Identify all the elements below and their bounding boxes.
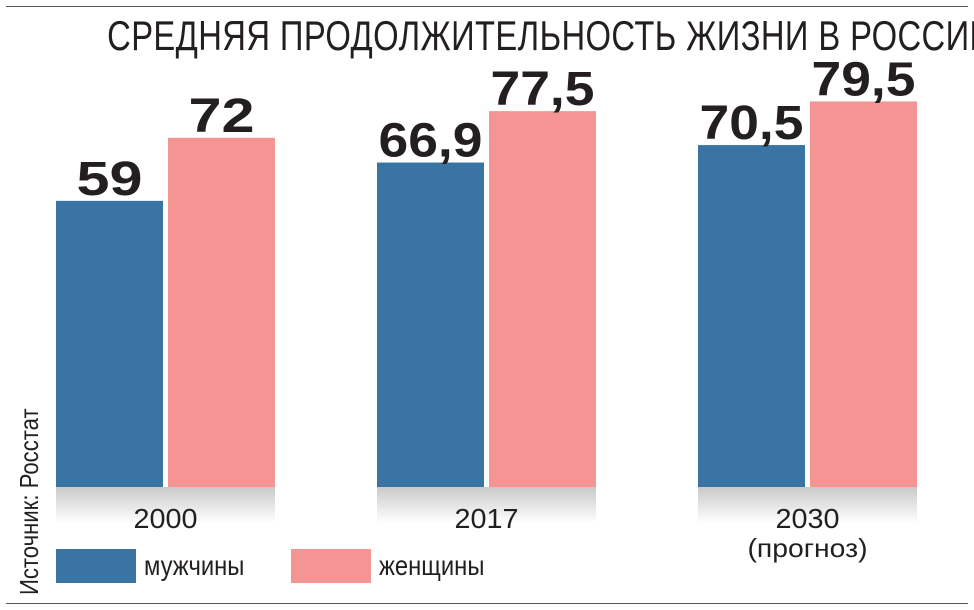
- value-label-women-2000: 72: [189, 90, 255, 143]
- bar-women-2030: [810, 101, 917, 488]
- category-note-2030: (прогноз): [748, 533, 868, 563]
- legend-label-women: женщины: [379, 550, 485, 581]
- value-label-women-2017: 77,5: [491, 63, 595, 116]
- value-label-men-2017: 66,9: [379, 115, 483, 168]
- chart-title: СРЕДНЯЯ ПРОДОЛЖИТЕЛЬНОСТЬ ЖИЗНИ В РОССИИ: [107, 12, 974, 59]
- category-band-2030: [698, 487, 917, 523]
- bar-women-2017: [489, 111, 596, 487]
- category-label-2030: 2030: [776, 503, 840, 534]
- category-label-2017: 2017: [455, 503, 519, 534]
- value-label-men-2030: 70,5: [700, 97, 804, 150]
- legend-label-men: мужчины: [144, 550, 245, 581]
- legend-item-men: мужчины: [56, 549, 262, 583]
- category-label-2000: 2000: [134, 503, 198, 534]
- legend-swatch-women: [291, 549, 371, 583]
- value-label-women-2030: 79,5: [812, 53, 916, 106]
- legend-item-women: женщины: [291, 549, 503, 583]
- category-band-2000: [56, 487, 275, 523]
- bar-women-2000: [168, 137, 275, 488]
- top-rule: [6, 6, 968, 7]
- value-label-men-2000: 59: [77, 153, 143, 206]
- category-band-2017: [377, 487, 596, 523]
- bar-men-2017: [377, 162, 484, 487]
- bottom-rule: [6, 603, 968, 604]
- bar-men-2030: [698, 145, 805, 487]
- legend-swatch-men: [56, 549, 136, 583]
- bar-men-2000: [56, 200, 163, 487]
